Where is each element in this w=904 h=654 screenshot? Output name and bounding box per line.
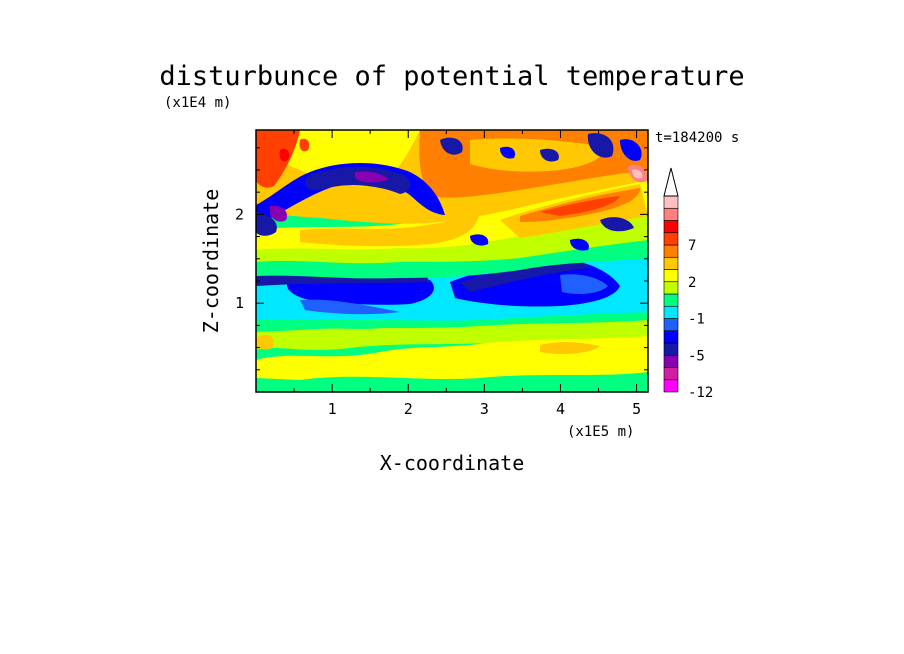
x-tick-label: 1 bbox=[328, 400, 337, 418]
time-label: t=184200 s bbox=[655, 130, 739, 146]
y-axis-ticks: 12 bbox=[235, 147, 648, 371]
chart-title: disturbunce of potential temperature bbox=[159, 61, 744, 92]
x-tick-label: 5 bbox=[632, 400, 641, 418]
colorbar-swatch bbox=[663, 256, 679, 270]
colorbar-swatch bbox=[663, 244, 679, 258]
colorbar-swatch bbox=[663, 318, 679, 332]
colorbar-swatch bbox=[663, 305, 679, 319]
colorbar-swatch bbox=[663, 293, 679, 307]
x-axis-ticks: 1 2 3 4 5 bbox=[293, 130, 641, 418]
colorbar-tick-label: -1 bbox=[688, 312, 705, 328]
x-axis-label: X-coordinate bbox=[380, 451, 525, 475]
colorbar: -12-5-127 bbox=[663, 167, 713, 401]
colorbar-swatch bbox=[663, 281, 679, 295]
y-unit-label: (x1E4 m) bbox=[164, 95, 231, 111]
colorbar-swatch bbox=[663, 342, 679, 356]
y-tick-label: 2 bbox=[235, 205, 244, 223]
colorbar-swatch bbox=[663, 269, 679, 283]
colorbar-swatch bbox=[663, 354, 679, 368]
colorbar-swatch bbox=[663, 379, 679, 393]
colorbar-tick-label: 7 bbox=[688, 238, 696, 254]
y-tick-label: 1 bbox=[235, 294, 244, 312]
colorbar-swatch bbox=[663, 232, 679, 246]
colorbar-tick-label: 2 bbox=[688, 275, 696, 291]
y-axis-label: Z-coordinate bbox=[199, 189, 223, 334]
colorbar-tick-label: -5 bbox=[688, 348, 705, 364]
colorbar-swatch bbox=[663, 330, 679, 344]
x-tick-label: 2 bbox=[404, 400, 413, 418]
colorbar-swatch bbox=[663, 195, 679, 209]
colorbar-swatch bbox=[663, 367, 679, 381]
colorbar-extend-arrow bbox=[663, 167, 679, 197]
x-tick-label: 3 bbox=[480, 400, 489, 418]
colorbar-tick-label: -12 bbox=[688, 385, 713, 401]
colorbar-swatch bbox=[663, 220, 679, 234]
colorbar-swatch bbox=[663, 207, 679, 221]
plot-frame bbox=[255, 129, 649, 393]
contour-field bbox=[256, 130, 648, 392]
x-unit-label: (x1E5 m) bbox=[567, 424, 634, 440]
x-tick-label: 4 bbox=[556, 400, 565, 418]
